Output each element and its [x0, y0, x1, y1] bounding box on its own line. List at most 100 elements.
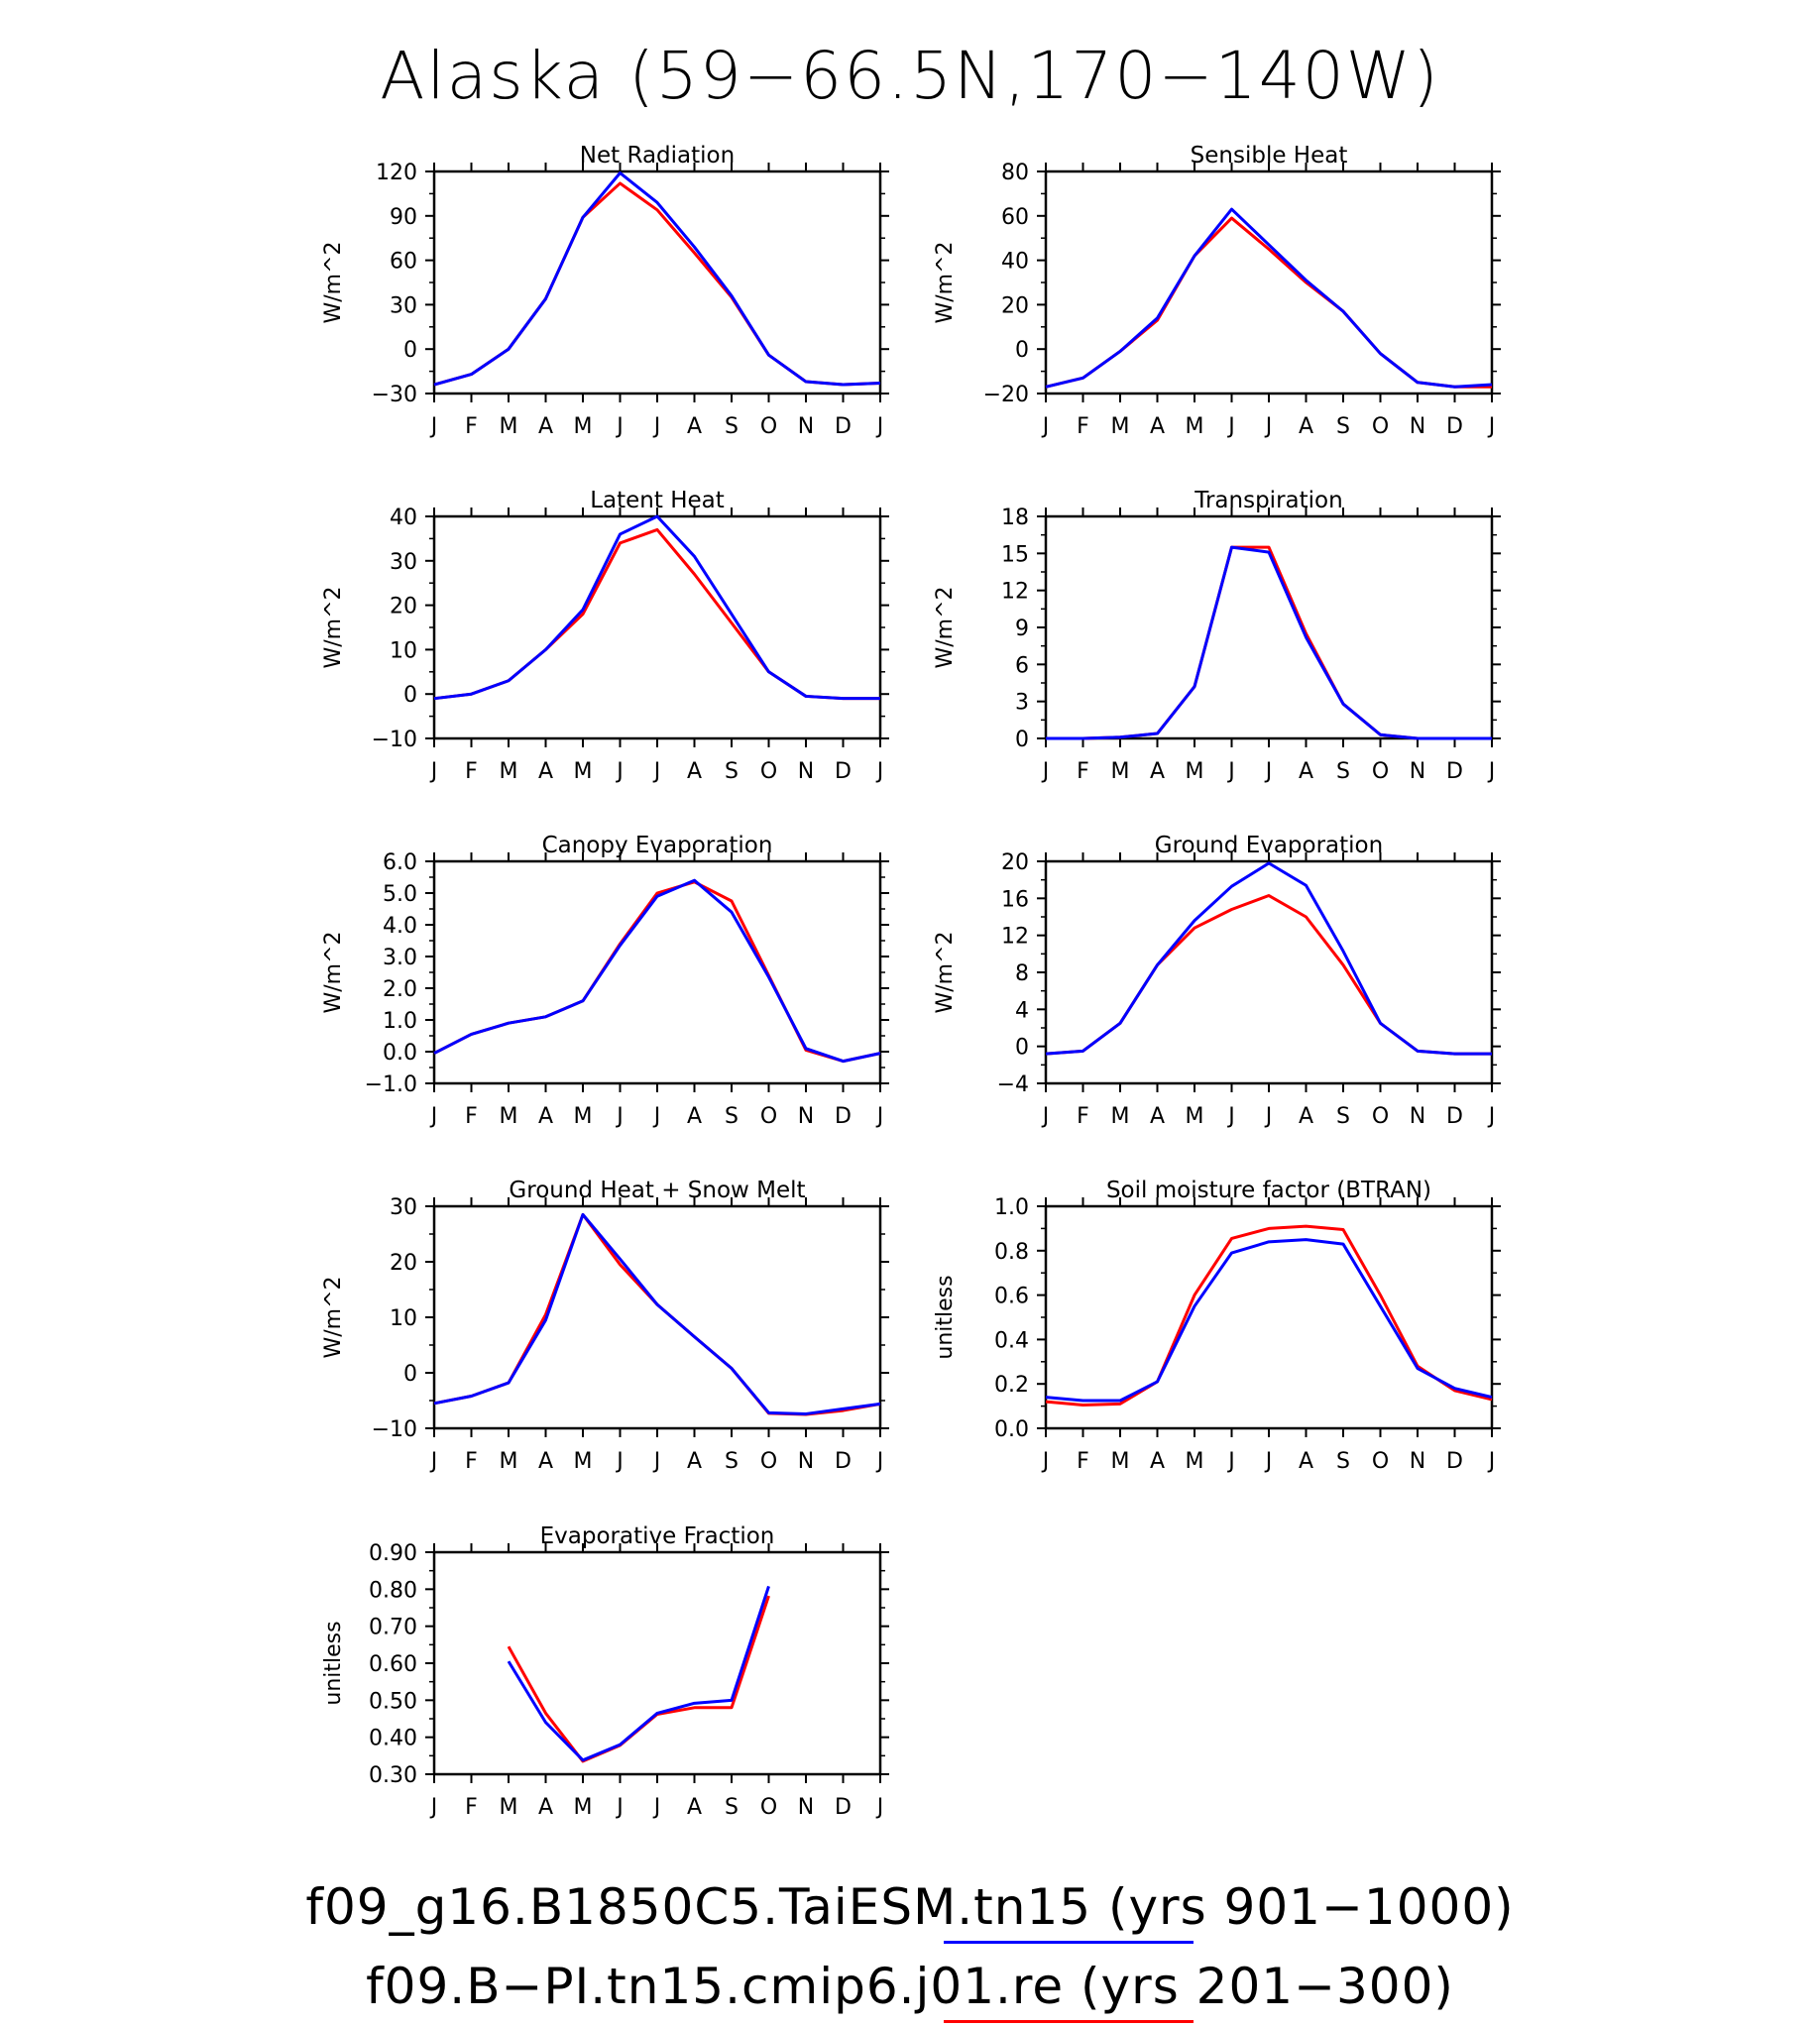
y-tick-label: 9	[1015, 617, 1029, 641]
x-tick-label: S	[1336, 759, 1350, 784]
plot-frame	[1044, 1204, 1494, 1430]
panel-9: J F M A M J J A S O N D J0.300.400.500.600.700.800.9…	[321, 1523, 889, 1820]
x-tick-label: D	[835, 759, 852, 784]
y-tick-label: −30	[372, 383, 417, 407]
series-line-blue	[1046, 545, 1492, 740]
x-tick-label: S	[1336, 1104, 1350, 1129]
y-tick-label: 20	[1001, 293, 1029, 318]
x-tick-label: N	[1410, 414, 1425, 439]
x-tick-label: J	[1226, 1449, 1235, 1474]
x-tick-label: J	[875, 759, 884, 784]
x-tick-label: S	[725, 414, 739, 439]
y-tick-label: 0.8	[994, 1240, 1029, 1265]
y-tick-label: 8	[1015, 961, 1029, 986]
y-tick-label: 0.30	[369, 1763, 417, 1788]
y-axis-label: W/m^2	[321, 586, 346, 668]
panel-title: Ground Heat + Snow Melt	[509, 1178, 805, 1203]
y-tick-label: 0	[1015, 338, 1029, 363]
x-tick-label: A	[538, 1104, 553, 1129]
y-tick-label: 0.6	[994, 1285, 1029, 1309]
x-tick-label: M	[1186, 759, 1204, 784]
x-tick-label: M	[500, 1104, 518, 1129]
x-tick-label: A	[538, 1795, 553, 1820]
x-tick-label: M	[500, 1795, 518, 1820]
x-tick-label: J	[1264, 759, 1273, 784]
x-tick-label: F	[465, 1104, 478, 1129]
y-tick-label: 0.50	[369, 1689, 417, 1714]
y-tick-label: 20	[390, 595, 417, 619]
x-tick-label: N	[798, 1449, 814, 1474]
y-tick-label: 0.80	[369, 1578, 417, 1603]
panel-title: Soil moisture factor (BTRAN)	[1106, 1178, 1431, 1203]
x-tick-label: O	[1372, 759, 1389, 784]
y-tick-label: 10	[390, 1306, 417, 1331]
panel-title: Canopy Evaporation	[542, 833, 773, 858]
y-tick-label: −10	[372, 1417, 417, 1442]
y-tick-label: −10	[372, 728, 417, 752]
x-tick-label: J	[615, 414, 624, 439]
y-tick-label: 0.70	[369, 1616, 417, 1640]
x-tick-label: M	[574, 1449, 593, 1474]
y-axis-label: unitless	[933, 1275, 958, 1359]
x-tick-label: J	[615, 1449, 624, 1474]
x-tick-label: S	[725, 1449, 739, 1474]
y-tick-label: 0	[403, 683, 417, 708]
series-line-blue	[507, 1585, 770, 1762]
x-tick-label: F	[1077, 414, 1089, 439]
x-tick-label: M	[1186, 414, 1204, 439]
x-tick-label: J	[1487, 759, 1496, 784]
x-tick-label: J	[615, 759, 624, 784]
x-tick-label: M	[1186, 1449, 1204, 1474]
x-tick-label: J	[652, 1104, 661, 1129]
y-tick-label: 5.0	[383, 882, 417, 907]
x-tick-label: J	[429, 1449, 438, 1474]
x-tick-label: J	[875, 1104, 884, 1129]
x-tick-label: D	[1446, 1449, 1463, 1474]
y-axis-label: W/m^2	[933, 931, 958, 1013]
x-tick-label: J	[1041, 759, 1050, 784]
x-tick-label: J	[652, 1795, 661, 1820]
x-tick-label: N	[798, 1104, 814, 1129]
x-tick-label: O	[1372, 1104, 1389, 1129]
panel-title: Net Radiation	[580, 143, 735, 169]
y-tick-label: 4.0	[383, 914, 417, 939]
x-tick-label: D	[1446, 759, 1463, 784]
series-line-blue	[1045, 1238, 1493, 1403]
x-tick-label: N	[798, 759, 814, 784]
y-tick-label: 60	[1001, 205, 1029, 230]
series-line-red	[1045, 1224, 1493, 1407]
x-tick-label: S	[725, 1104, 739, 1129]
plot-frame	[432, 514, 882, 740]
y-tick-label: 0	[403, 338, 417, 363]
x-tick-label: O	[1372, 414, 1389, 439]
x-tick-label: J	[1264, 1449, 1273, 1474]
x-tick-label: O	[760, 1104, 777, 1129]
x-tick-label: D	[835, 414, 852, 439]
x-tick-label: O	[760, 1795, 777, 1820]
x-tick-label: J	[652, 414, 661, 439]
y-tick-label: 0.40	[369, 1727, 417, 1751]
x-tick-label: M	[500, 1449, 518, 1474]
series-line-red	[433, 527, 880, 701]
plot-frame	[1044, 169, 1494, 395]
x-tick-label: J	[429, 759, 438, 784]
x-tick-label: A	[687, 414, 702, 439]
x-tick-label: J	[1226, 759, 1235, 784]
y-tick-label: 0	[1015, 1036, 1029, 1061]
plot-frame	[432, 1550, 882, 1776]
x-tick-label: D	[835, 1104, 852, 1129]
y-tick-label: 15	[1001, 542, 1029, 567]
x-tick-label: J	[1487, 1449, 1496, 1474]
x-tick-label: A	[538, 414, 553, 439]
y-tick-label: 30	[390, 1195, 417, 1220]
y-tick-label: 120	[376, 161, 417, 185]
x-tick-label: A	[1150, 1449, 1165, 1474]
y-tick-label: 6	[1015, 653, 1029, 678]
x-tick-label: O	[760, 1449, 777, 1474]
x-tick-label: N	[1410, 759, 1425, 784]
x-tick-label: O	[1372, 1449, 1389, 1474]
x-tick-label: A	[538, 1449, 553, 1474]
